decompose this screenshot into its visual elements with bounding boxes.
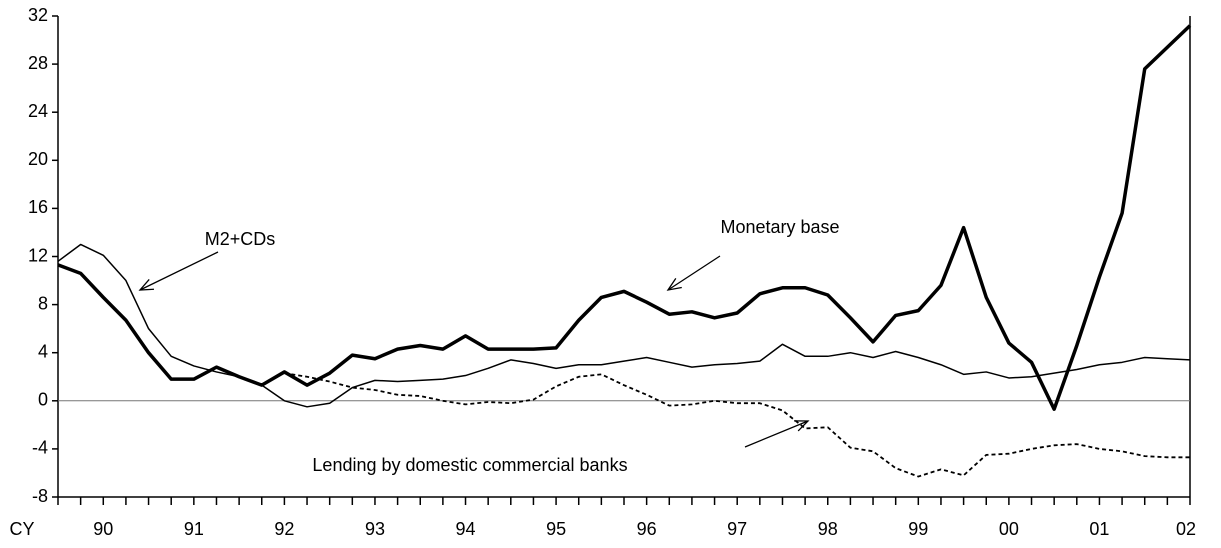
x-tick-label: 98 [818,519,838,539]
series-annotation: Lending by domestic commercial banks [312,455,627,475]
y-tick-label: 28 [28,53,48,73]
y-tick-label: 4 [38,341,48,361]
series-line [57,24,1192,411]
series-annotation: Monetary base [720,217,839,237]
x-tick-label: 90 [93,519,113,539]
x-tick-label: 94 [456,519,476,539]
arrow-head [666,278,682,291]
x-tick-label: 02 [1176,519,1196,539]
x-tick-label: 97 [727,519,747,539]
x-tick-label: 93 [365,519,385,539]
x-tick-label: 99 [908,519,928,539]
x-tick-label: 92 [274,519,294,539]
x-axis-label: CY [9,519,34,539]
y-tick-label: 32 [28,5,48,25]
y-tick-label: 12 [28,245,48,265]
series-annotation: M2+CDs [205,229,276,249]
x-tick-label: 95 [546,519,566,539]
annotation-arrow [667,255,721,291]
y-tick-label: 16 [28,197,48,217]
y-tick-label: -4 [32,438,48,458]
x-tick-label: 91 [184,519,204,539]
arrow-head [793,420,810,432]
y-tick-label: 0 [38,390,48,410]
x-tick-label: 01 [1089,519,1109,539]
annotation-arrow [744,420,809,448]
x-tick-label: 96 [637,519,657,539]
y-tick-label: 8 [38,293,48,313]
series-line [284,372,1190,478]
y-tick-label: 24 [28,101,48,121]
annotation-arrow [139,251,219,291]
y-tick-label: 20 [28,149,48,169]
series-line [57,243,1191,408]
arrow-head [138,279,155,291]
y-tick-label: -8 [32,486,48,506]
x-tick-label: 00 [999,519,1019,539]
